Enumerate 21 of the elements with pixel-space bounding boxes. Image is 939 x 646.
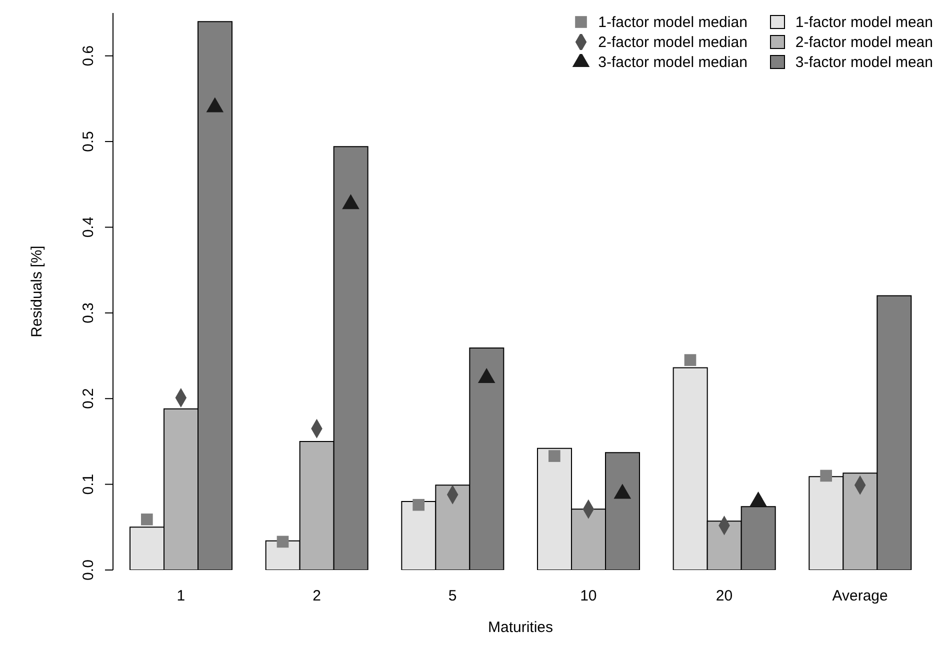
x-tick-label: 10 bbox=[580, 588, 597, 605]
y-tick-label: 0.6 bbox=[80, 45, 97, 66]
x-tick-label: 20 bbox=[716, 588, 733, 605]
y-tick-label: 0.3 bbox=[80, 302, 97, 324]
y-tick-label: 0.4 bbox=[80, 216, 97, 238]
y-axis-title: Residuals [%] bbox=[28, 246, 46, 338]
x-tick-label: Average bbox=[832, 588, 888, 605]
x-axis-title: Maturities bbox=[488, 619, 554, 636]
x-tick-label: 5 bbox=[448, 588, 457, 605]
y-tick-label: 0.5 bbox=[80, 131, 97, 152]
x-tick-label: 1 bbox=[176, 588, 186, 605]
x-tick-label: 2 bbox=[312, 588, 321, 605]
y-tick-label: 0.2 bbox=[80, 388, 97, 410]
legend-label: 3-factor model median bbox=[598, 54, 748, 70]
legend-label: 3-factor model mean bbox=[795, 54, 933, 70]
y-tick-label: 0.1 bbox=[80, 474, 97, 495]
legend-label: 2-factor model median bbox=[598, 34, 748, 50]
legend-label: 1-factor model median bbox=[598, 14, 748, 30]
y-tick-label: 0.0 bbox=[80, 560, 97, 580]
legend-label: 1-factor model mean bbox=[795, 14, 933, 30]
legend-label: 2-factor model mean bbox=[795, 34, 933, 50]
